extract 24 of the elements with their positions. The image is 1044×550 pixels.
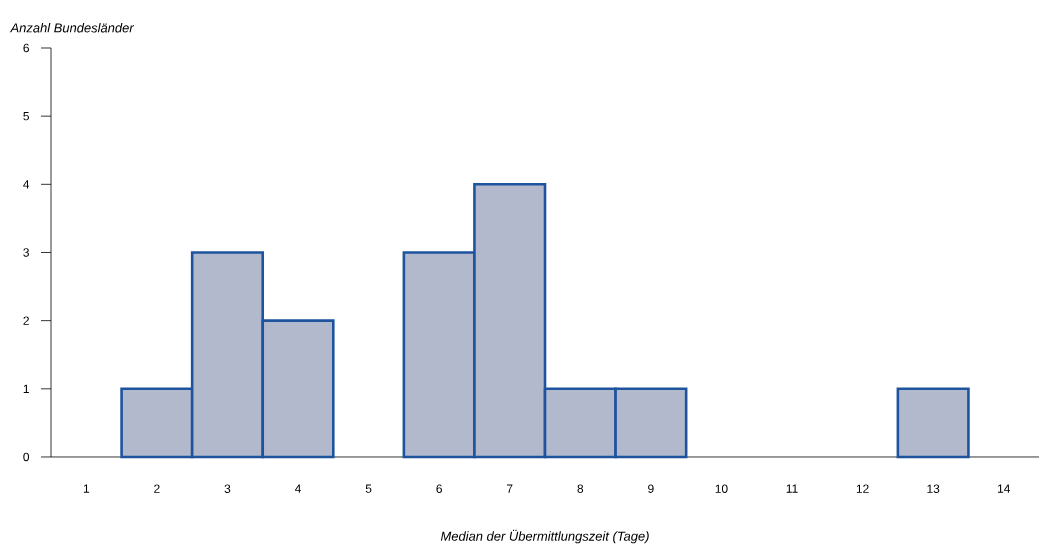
x-tick-label: 8 bbox=[577, 484, 584, 493]
y-tick-label: 3 bbox=[23, 248, 29, 257]
x-tick-label: 7 bbox=[507, 484, 513, 493]
x-tick-label: 6 bbox=[436, 484, 442, 493]
x-tick-label: 9 bbox=[648, 484, 654, 493]
y-tick-label: 4 bbox=[23, 180, 30, 189]
y-tick-label: 0 bbox=[23, 452, 30, 462]
x-axis-title: Median der Übermittlungszeit (Tage) bbox=[440, 529, 649, 544]
x-tick-label: 12 bbox=[856, 484, 869, 493]
y-tick-label: 1 bbox=[23, 384, 29, 393]
x-tick-label: 10 bbox=[715, 484, 728, 493]
y-tick-label: 5 bbox=[23, 111, 29, 121]
y-tick-label: 6 bbox=[23, 43, 29, 53]
x-tick-label: 13 bbox=[927, 484, 940, 493]
x-tick-label: 11 bbox=[786, 484, 798, 493]
x-tick-label: 4 bbox=[294, 484, 301, 493]
x-tick-label: 3 bbox=[224, 484, 231, 493]
y-axis-title: Anzahl Bundesländer bbox=[9, 22, 135, 33]
x-tick-label: 1 bbox=[83, 484, 90, 493]
x-tick-label: 2 bbox=[154, 484, 160, 493]
bar bbox=[896, 387, 970, 459]
y-tick-label: 2 bbox=[23, 316, 29, 325]
x-tick-label: 14 bbox=[997, 484, 1011, 493]
x-tick-label: 5 bbox=[365, 484, 372, 493]
